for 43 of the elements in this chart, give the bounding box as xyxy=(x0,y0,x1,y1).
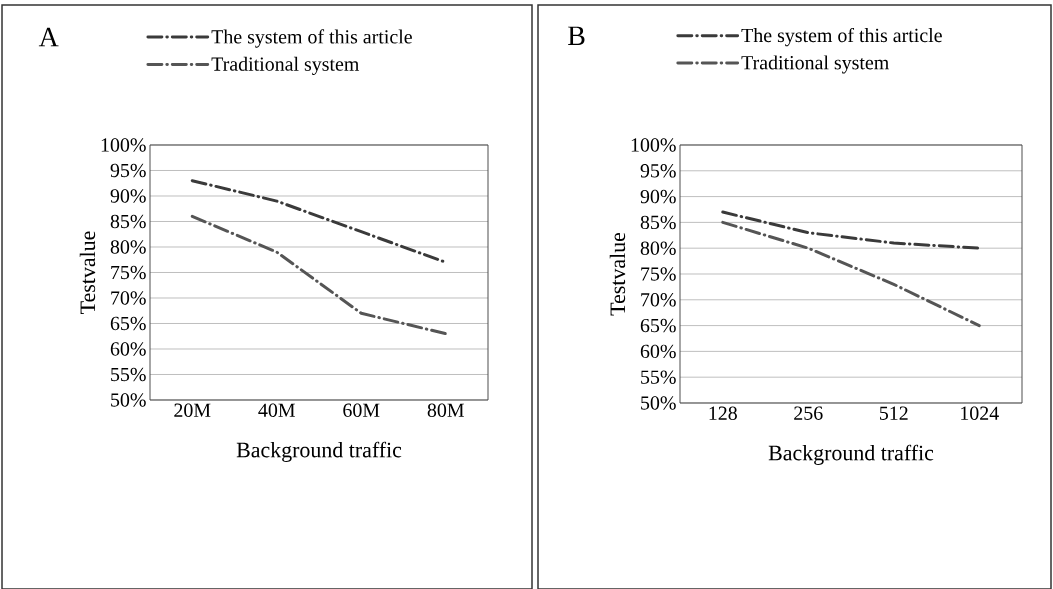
y-tick-label: 60% xyxy=(640,344,676,359)
line-series xyxy=(721,220,981,328)
x-axis-title: Background traffic xyxy=(236,441,402,462)
y-tick-label: 60% xyxy=(110,342,146,356)
y-tick-label: 50% xyxy=(111,393,146,407)
y-tick-label: 65% xyxy=(640,318,676,333)
y-tick-label: 75% xyxy=(111,265,146,280)
line-series xyxy=(721,210,981,250)
chart-title: B xyxy=(568,26,585,45)
y-tick-label: 95% xyxy=(110,163,146,178)
x-tick-label: 512 xyxy=(879,406,908,420)
y-tick-label: 70% xyxy=(111,291,146,305)
y-tick-label: 50% xyxy=(641,396,676,410)
legend-label: Traditional system xyxy=(741,55,889,74)
y-tick-label: 100% xyxy=(101,138,146,152)
x-axis-title: Background traffic xyxy=(768,444,934,465)
y-tick-label: 80% xyxy=(110,240,146,254)
y-tick-label: 85% xyxy=(110,214,146,229)
chart-title: A xyxy=(38,27,59,47)
y-tick-label: 95% xyxy=(640,164,676,178)
line-series xyxy=(190,214,448,336)
y-tick-label: 85% xyxy=(640,215,676,230)
x-tick-label: 40M xyxy=(258,403,295,417)
y-tick-label: 90% xyxy=(640,189,676,204)
y-axis-title: Testvalue xyxy=(79,231,96,314)
x-tick-label: 20M xyxy=(174,403,211,417)
x-tick-label: 256 xyxy=(794,406,823,420)
legend-label: Traditional system xyxy=(211,56,360,75)
x-tick-label: 60M xyxy=(343,403,380,417)
legend-label: The system of this article xyxy=(741,27,942,47)
y-tick-label: 100% xyxy=(631,138,676,152)
y-tick-label: 80% xyxy=(640,241,676,255)
x-tick-label: 1024 xyxy=(961,406,999,420)
x-tick-label: 80M xyxy=(427,403,464,417)
y-axis-title: Testvalue xyxy=(609,232,626,316)
y-tick-label: 70% xyxy=(641,293,676,307)
y-tick-label: 55% xyxy=(111,367,146,382)
x-tick-label: 128 xyxy=(709,406,737,420)
legend-label: The system of this article xyxy=(211,29,412,48)
y-tick-label: 90% xyxy=(110,189,146,203)
y-tick-label: 75% xyxy=(641,267,676,281)
y-tick-label: 55% xyxy=(641,370,676,384)
y-tick-label: 65% xyxy=(110,316,146,331)
